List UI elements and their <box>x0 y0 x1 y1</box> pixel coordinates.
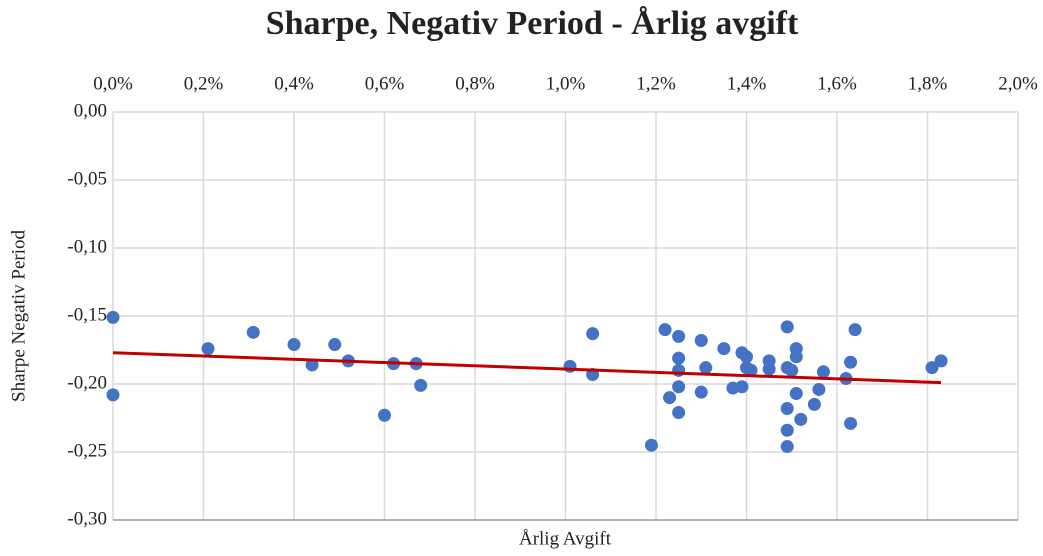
point <box>844 416 858 430</box>
point <box>717 342 731 356</box>
point <box>672 406 686 420</box>
x-tick-label: 1,6% <box>817 73 857 94</box>
point <box>735 380 749 394</box>
point <box>762 362 776 376</box>
y-tick-label: -0,20 <box>67 372 107 393</box>
y-tick-label: -0,10 <box>67 236 107 257</box>
point <box>699 361 713 375</box>
point <box>780 440 794 454</box>
y-tick-label: -0,30 <box>67 508 107 529</box>
point <box>378 408 391 422</box>
point <box>740 350 753 364</box>
point <box>744 363 758 377</box>
point <box>672 363 686 377</box>
trend-line <box>112 351 942 385</box>
x-tick-label: 1,4% <box>727 73 767 94</box>
point <box>694 385 708 399</box>
point <box>328 338 342 352</box>
point <box>287 338 301 352</box>
point <box>934 354 948 368</box>
point <box>816 365 830 379</box>
point <box>663 391 677 405</box>
x-tick-label: 0,2% <box>184 73 224 94</box>
point <box>246 325 260 339</box>
x-tick-label: 0,6% <box>365 73 405 94</box>
point <box>844 355 858 369</box>
point <box>672 380 686 394</box>
point <box>794 412 808 426</box>
y-tick-label: -0,25 <box>67 440 107 461</box>
point <box>789 342 803 356</box>
point <box>106 310 120 324</box>
x-tick-label: 1,0% <box>546 73 586 94</box>
x-tick-label: 0,0% <box>93 73 133 94</box>
point <box>201 342 215 356</box>
point <box>812 382 826 396</box>
point <box>672 351 686 365</box>
y-tick-label: 0,00 <box>74 100 107 121</box>
point <box>789 387 803 401</box>
x-axis-title: Årlig Avgift <box>519 528 612 549</box>
point <box>780 320 794 334</box>
point <box>780 401 794 415</box>
point <box>106 388 120 402</box>
point <box>925 361 939 375</box>
y-tick-label: -0,15 <box>67 304 107 325</box>
point <box>305 358 319 372</box>
x-tick-label: 1,2% <box>636 73 676 94</box>
point <box>807 397 821 411</box>
x-tick-label: 0,4% <box>274 73 314 94</box>
x-tick-label: 1,8% <box>908 73 948 94</box>
y-axis-title: Sharpe Negativ Period <box>8 229 29 402</box>
point <box>848 323 862 337</box>
point <box>586 327 600 341</box>
x-tick-label: 2,0% <box>998 73 1038 94</box>
chart-title: Sharpe, Negativ Period - Årlig avgift <box>266 5 799 42</box>
point <box>672 329 686 343</box>
point <box>644 438 658 452</box>
point <box>694 333 708 347</box>
x-tick-label: 0,8% <box>455 73 495 94</box>
y-tick-label: -0,05 <box>67 168 107 189</box>
point <box>785 363 799 377</box>
point <box>780 423 794 437</box>
point <box>658 323 672 337</box>
point <box>414 378 428 392</box>
